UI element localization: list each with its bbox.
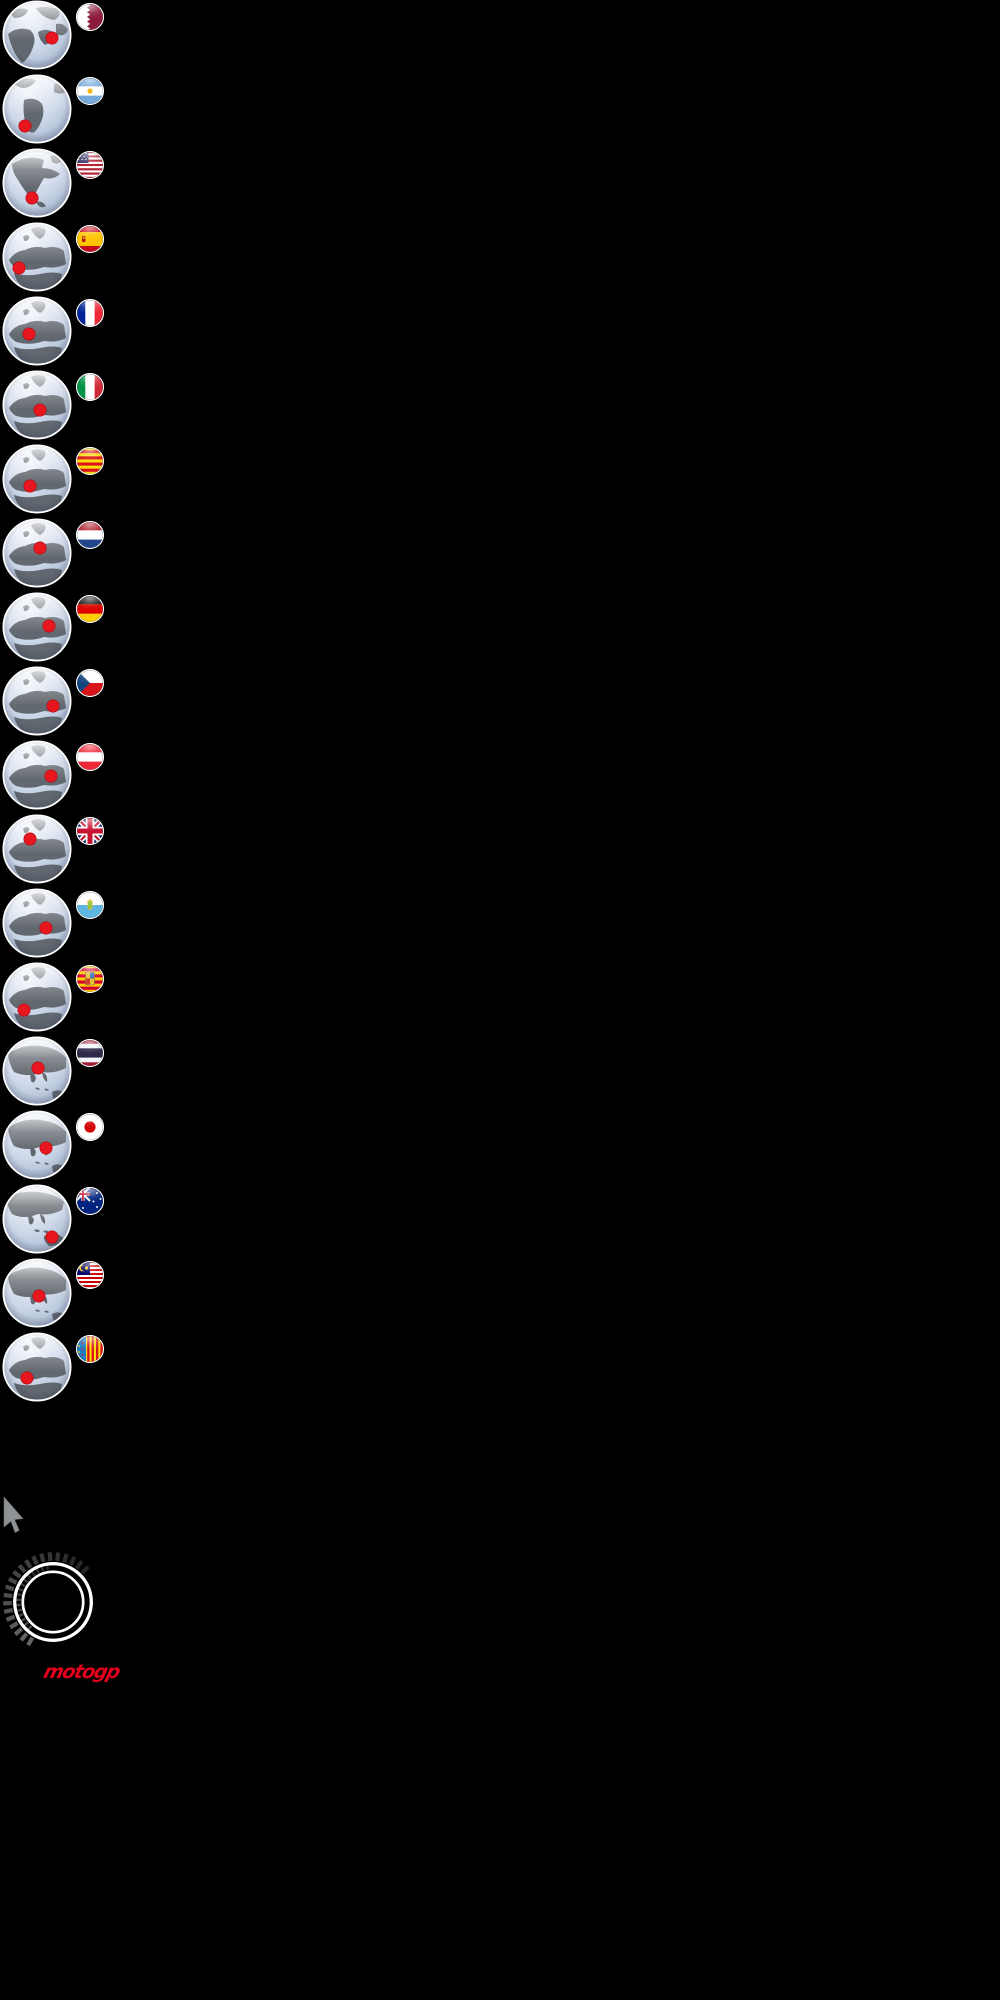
globe-spain-icon[interactable] [2,222,72,292]
netherlands-flag-icon[interactable] [76,521,104,549]
globe-australia-icon[interactable] [2,1184,72,1254]
globe-czech-republic-icon[interactable] [2,666,72,736]
mouse-pointer-icon [3,1497,25,1534]
japan-flag-icon[interactable] [76,1113,104,1141]
australia-flag-icon[interactable] [76,1187,104,1215]
austria-flag-icon[interactable] [76,743,104,771]
globe-italy-icon[interactable] [2,370,72,440]
qatar-flag-icon[interactable] [76,3,104,31]
argentina-flag-icon[interactable] [76,77,104,105]
san-marino-flag-icon[interactable] [76,891,104,919]
usa-flag-icon[interactable] [76,151,104,179]
globe-argentina-icon[interactable] [2,74,72,144]
malaysia-flag-icon[interactable] [76,1261,104,1289]
aragon-flag-icon[interactable] [76,965,104,993]
globe-austria-icon[interactable] [2,740,72,810]
globe-usa-icon[interactable] [2,148,72,218]
globe-san-marino-icon[interactable] [2,888,72,958]
globe-malaysia-icon[interactable] [2,1258,72,1328]
globe-japan-icon[interactable] [2,1110,72,1180]
spain-flag-icon[interactable] [76,225,104,253]
italy-flag-icon[interactable] [76,373,104,401]
loading-spinner-icon [0,1542,113,1662]
globe-valencia-icon[interactable] [2,1332,72,1402]
globe-germany-icon[interactable] [2,592,72,662]
thailand-flag-icon[interactable] [76,1039,104,1067]
france-flag-icon[interactable] [76,299,104,327]
globe-aragon-icon[interactable] [2,962,72,1032]
catalonia-flag-icon[interactable] [76,447,104,475]
czech-republic-flag-icon[interactable] [76,669,104,697]
motogp-logo: motogp [41,1661,122,1683]
globe-catalonia-icon[interactable] [2,444,72,514]
globe-netherlands-icon[interactable] [2,518,72,588]
globe-thailand-icon[interactable] [2,1036,72,1106]
globe-france-icon[interactable] [2,296,72,366]
valencia-flag-icon[interactable] [76,1335,104,1363]
globe-qatar-icon[interactable] [2,0,72,70]
germany-flag-icon[interactable] [76,595,104,623]
united-kingdom-flag-icon[interactable] [76,817,104,845]
globe-united-kingdom-icon[interactable] [2,814,72,884]
